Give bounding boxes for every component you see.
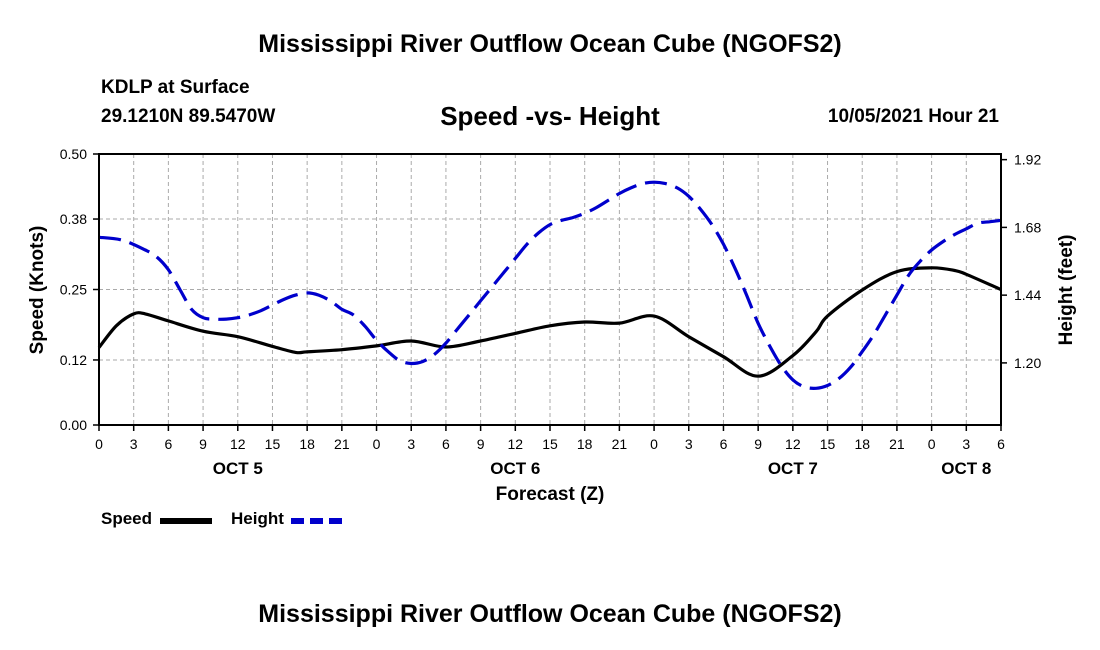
x-tick-label: 6 bbox=[442, 436, 450, 452]
forecast-datetime: 10/05/2021 Hour 21 bbox=[827, 106, 999, 127]
grid-layer bbox=[99, 154, 1001, 425]
x-tick-label: 18 bbox=[299, 436, 315, 452]
chart-subtitle: Speed -vs- Height bbox=[440, 101, 660, 131]
x-tick-label: 0 bbox=[928, 436, 936, 452]
x-tick-label: 15 bbox=[542, 436, 558, 452]
chart-title-bottom: Mississippi River Outflow Ocean Cube (NG… bbox=[258, 600, 842, 628]
x-tick-label: 3 bbox=[130, 436, 138, 452]
y-tick-label: 0.00 bbox=[60, 417, 87, 433]
x-tick-label: 12 bbox=[508, 436, 524, 452]
axis-layer: 0 3 6 9 12 15 18 21 0 3 6 9 12 15 18 21 0 3 6 9 12 15 18 21 0 3 6O… bbox=[60, 146, 1042, 478]
y-tick-label: 0.50 bbox=[60, 146, 87, 162]
x-tick-label: 6 bbox=[720, 436, 728, 452]
x-day-label: OCT 8 bbox=[941, 459, 991, 478]
x-axis-label: Forecast (Z) bbox=[496, 484, 605, 505]
x-tick-label: 21 bbox=[334, 436, 350, 452]
x-tick-label: 12 bbox=[785, 436, 801, 452]
coordinates-label: 29.1210N 89.5470W bbox=[101, 106, 276, 127]
x-tick-label: 12 bbox=[230, 436, 246, 452]
legend-speed-label: Speed bbox=[101, 509, 153, 528]
x-tick-label: 3 bbox=[685, 436, 693, 452]
x-tick-label: 9 bbox=[199, 436, 207, 452]
x-tick-label: 15 bbox=[265, 436, 281, 452]
x-tick-label: 3 bbox=[407, 436, 415, 452]
x-tick-label: 0 bbox=[373, 436, 381, 452]
y2-tick-label: 1.20 bbox=[1014, 355, 1041, 371]
station-label: KDLP at Surface bbox=[101, 77, 250, 98]
x-tick-label: 6 bbox=[164, 436, 172, 452]
x-day-label: OCT 6 bbox=[490, 459, 540, 478]
y-tick-label: 0.38 bbox=[60, 211, 87, 227]
x-day-label: OCT 5 bbox=[213, 459, 263, 478]
x-tick-label: 0 bbox=[650, 436, 658, 452]
x-tick-label: 9 bbox=[754, 436, 762, 452]
x-tick-label: 3 bbox=[962, 436, 970, 452]
x-tick-label: 21 bbox=[612, 436, 628, 452]
y2-tick-label: 1.44 bbox=[1014, 287, 1041, 303]
chart-title-top: Mississippi River Outflow Ocean Cube (NG… bbox=[258, 30, 842, 58]
x-tick-label: 18 bbox=[854, 436, 870, 452]
legend-height-label: Height bbox=[231, 509, 284, 528]
x-tick-label: 9 bbox=[477, 436, 485, 452]
y2-tick-label: 1.92 bbox=[1014, 152, 1041, 168]
x-tick-label: 21 bbox=[889, 436, 905, 452]
x-tick-label: 18 bbox=[577, 436, 593, 452]
speed-series-line bbox=[97, 266, 1002, 378]
y-tick-label: 0.25 bbox=[60, 282, 87, 298]
x-day-label: OCT 7 bbox=[768, 459, 818, 478]
y2-axis-label: Height (feet) bbox=[1056, 235, 1077, 346]
x-tick-label: 15 bbox=[820, 436, 836, 452]
y2-tick-label: 1.68 bbox=[1014, 219, 1041, 235]
x-tick-label: 0 bbox=[95, 436, 103, 452]
y-tick-label: 0.12 bbox=[60, 352, 87, 368]
x-tick-label: 6 bbox=[997, 436, 1005, 452]
y-axis-label: Speed (Knots) bbox=[27, 226, 48, 355]
height-series-line bbox=[98, 180, 1002, 390]
series-layer bbox=[97, 180, 1002, 390]
